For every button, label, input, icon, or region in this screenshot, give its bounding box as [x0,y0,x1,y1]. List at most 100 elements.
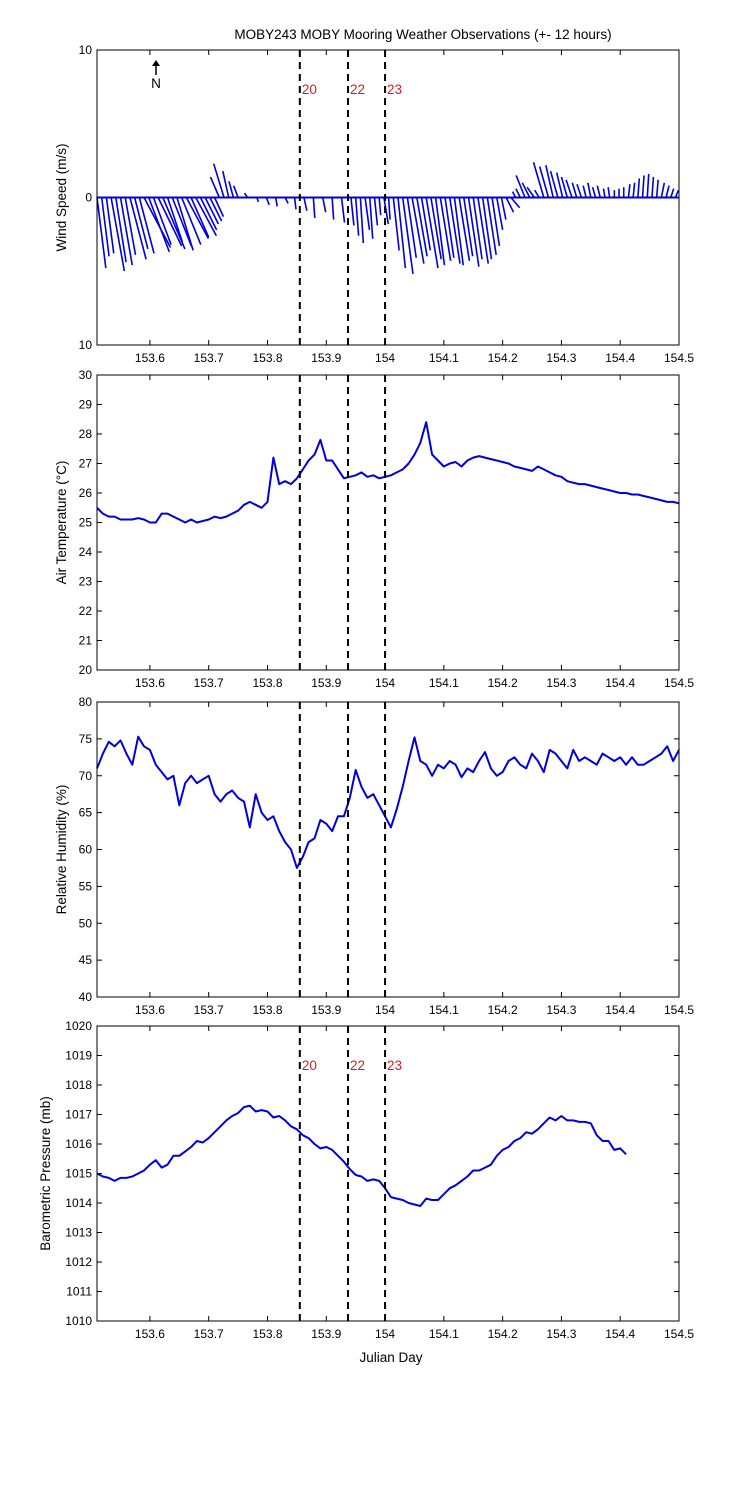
wind-vector [110,197,126,272]
x-tick-label: 154.4 [605,351,635,365]
wind-vector [115,197,127,263]
x-tick-label: 153.6 [135,676,165,690]
x-tick-label: 154.3 [546,676,576,690]
x-tick-label: 154.5 [664,1003,694,1017]
y-axis-label: Wind Speed (m/s) [54,143,69,251]
x-tick-label: 154.3 [546,351,576,365]
wind-vector [213,197,225,217]
y-tick-label: 10 [79,338,93,352]
wind-vector [430,197,442,260]
north-arrow-head-icon [152,60,160,66]
wind-vector [256,197,260,203]
y-tick-label: 1012 [65,1255,92,1269]
marker-label-23: 23 [387,1058,402,1073]
y-tick-label: 1013 [65,1226,92,1240]
wind-vector [515,188,521,198]
wind-vector [303,197,308,211]
wind-vector [143,197,172,248]
x-tick-label: 153.6 [135,1327,165,1341]
wind-vector [444,197,455,258]
wind-vector [521,182,531,198]
wind-vector [505,197,515,213]
wind-vector [195,197,218,237]
wind-vector [439,197,452,261]
x-tick-label: 154.4 [605,676,635,690]
y-tick-label: 70 [79,769,93,783]
wind-vector [212,163,225,198]
wind-vector [538,166,550,198]
wind-vector [133,197,149,250]
y-tick-label: 40 [79,990,93,1004]
y-tick-label: 60 [79,843,93,857]
marker-label-23: 23 [387,82,402,97]
x-tick-label: 154.3 [546,1003,576,1017]
wind-vector [387,197,391,220]
wind-vector [171,197,193,247]
y-tick-label: 55 [79,879,93,893]
wind-vector [392,197,400,251]
y-tick-label: 21 [79,634,93,648]
y-tick-label: 1015 [65,1167,92,1181]
wind-vector [491,197,501,247]
x-tick-label: 153.6 [135,1003,165,1017]
x-tick-label: 154.1 [429,1327,459,1341]
wind-vector [350,197,355,226]
wind-vector [222,170,230,198]
wind-vector [406,197,418,258]
panels: 153.6 153.7 153.8 153.9 154 154.1 154.2 154.3 15… [38,43,694,1341]
wind-vector [284,197,289,204]
wind-vector [587,182,592,198]
wind-vector [582,185,587,198]
y-tick-label: 10 [79,43,93,57]
wind-vector [660,182,666,198]
x-tick-label: 154.1 [429,676,459,690]
x-tick-label: 154.1 [429,351,459,365]
x-tick-label: 153.7 [194,1003,224,1017]
y-axis-label: Relative Humidity (%) [54,785,69,915]
wind-vector [204,197,220,225]
y-tick-label: 65 [79,806,93,820]
wind-vector [176,197,194,251]
wind-vector [232,185,239,198]
wind-vector [510,196,521,209]
wind-vector [312,197,316,219]
y-tick-label: 45 [79,953,93,967]
wind-vector [511,191,517,198]
wind-vector [555,172,564,198]
wind-vector [481,197,493,260]
wind-vector [100,197,110,257]
y-tick-label: 26 [79,486,93,500]
wind-vector [190,197,210,238]
y-tick-label: 1011 [66,1285,92,1299]
panel-3: 153.6 153.7 153.8 153.9 154 154.1 154.2 154.3 15… [54,695,694,1017]
north-label: N [151,76,161,91]
x-tick-label: 153.9 [311,351,341,365]
y-axis-label: Barometric Pressure (mb) [38,1096,53,1251]
x-tick-label: 154 [375,1327,395,1341]
wind-vector [416,197,428,257]
x-tick-label: 154.2 [488,1327,518,1341]
plot-area [97,1026,679,1321]
wind-vector [425,197,439,269]
wind-vector [646,173,650,198]
wind-vector [228,181,235,198]
y-tick-label: 1018 [65,1078,92,1092]
wind-vector [549,170,559,198]
wind-vector [632,182,636,198]
wind-vector [463,197,474,257]
wind-vector [185,197,210,240]
y-tick-label: 27 [79,457,93,471]
wind-vector [533,189,540,198]
wind-vector [472,197,483,260]
plot-area [97,702,679,997]
panel-4: 153.6 153.7 153.8 153.9 154 154.1 154.2 154.3 15… [38,1019,694,1341]
plot-frame [96,701,680,998]
wind-vector [138,197,155,254]
x-tick-label: 154.2 [488,1003,518,1017]
y-tick-label: 0 [85,191,92,205]
wind-vector [180,197,202,245]
x-tick-label: 154.2 [488,351,518,365]
wind-vector [571,182,578,198]
x-tick-label: 153.8 [252,1327,282,1341]
